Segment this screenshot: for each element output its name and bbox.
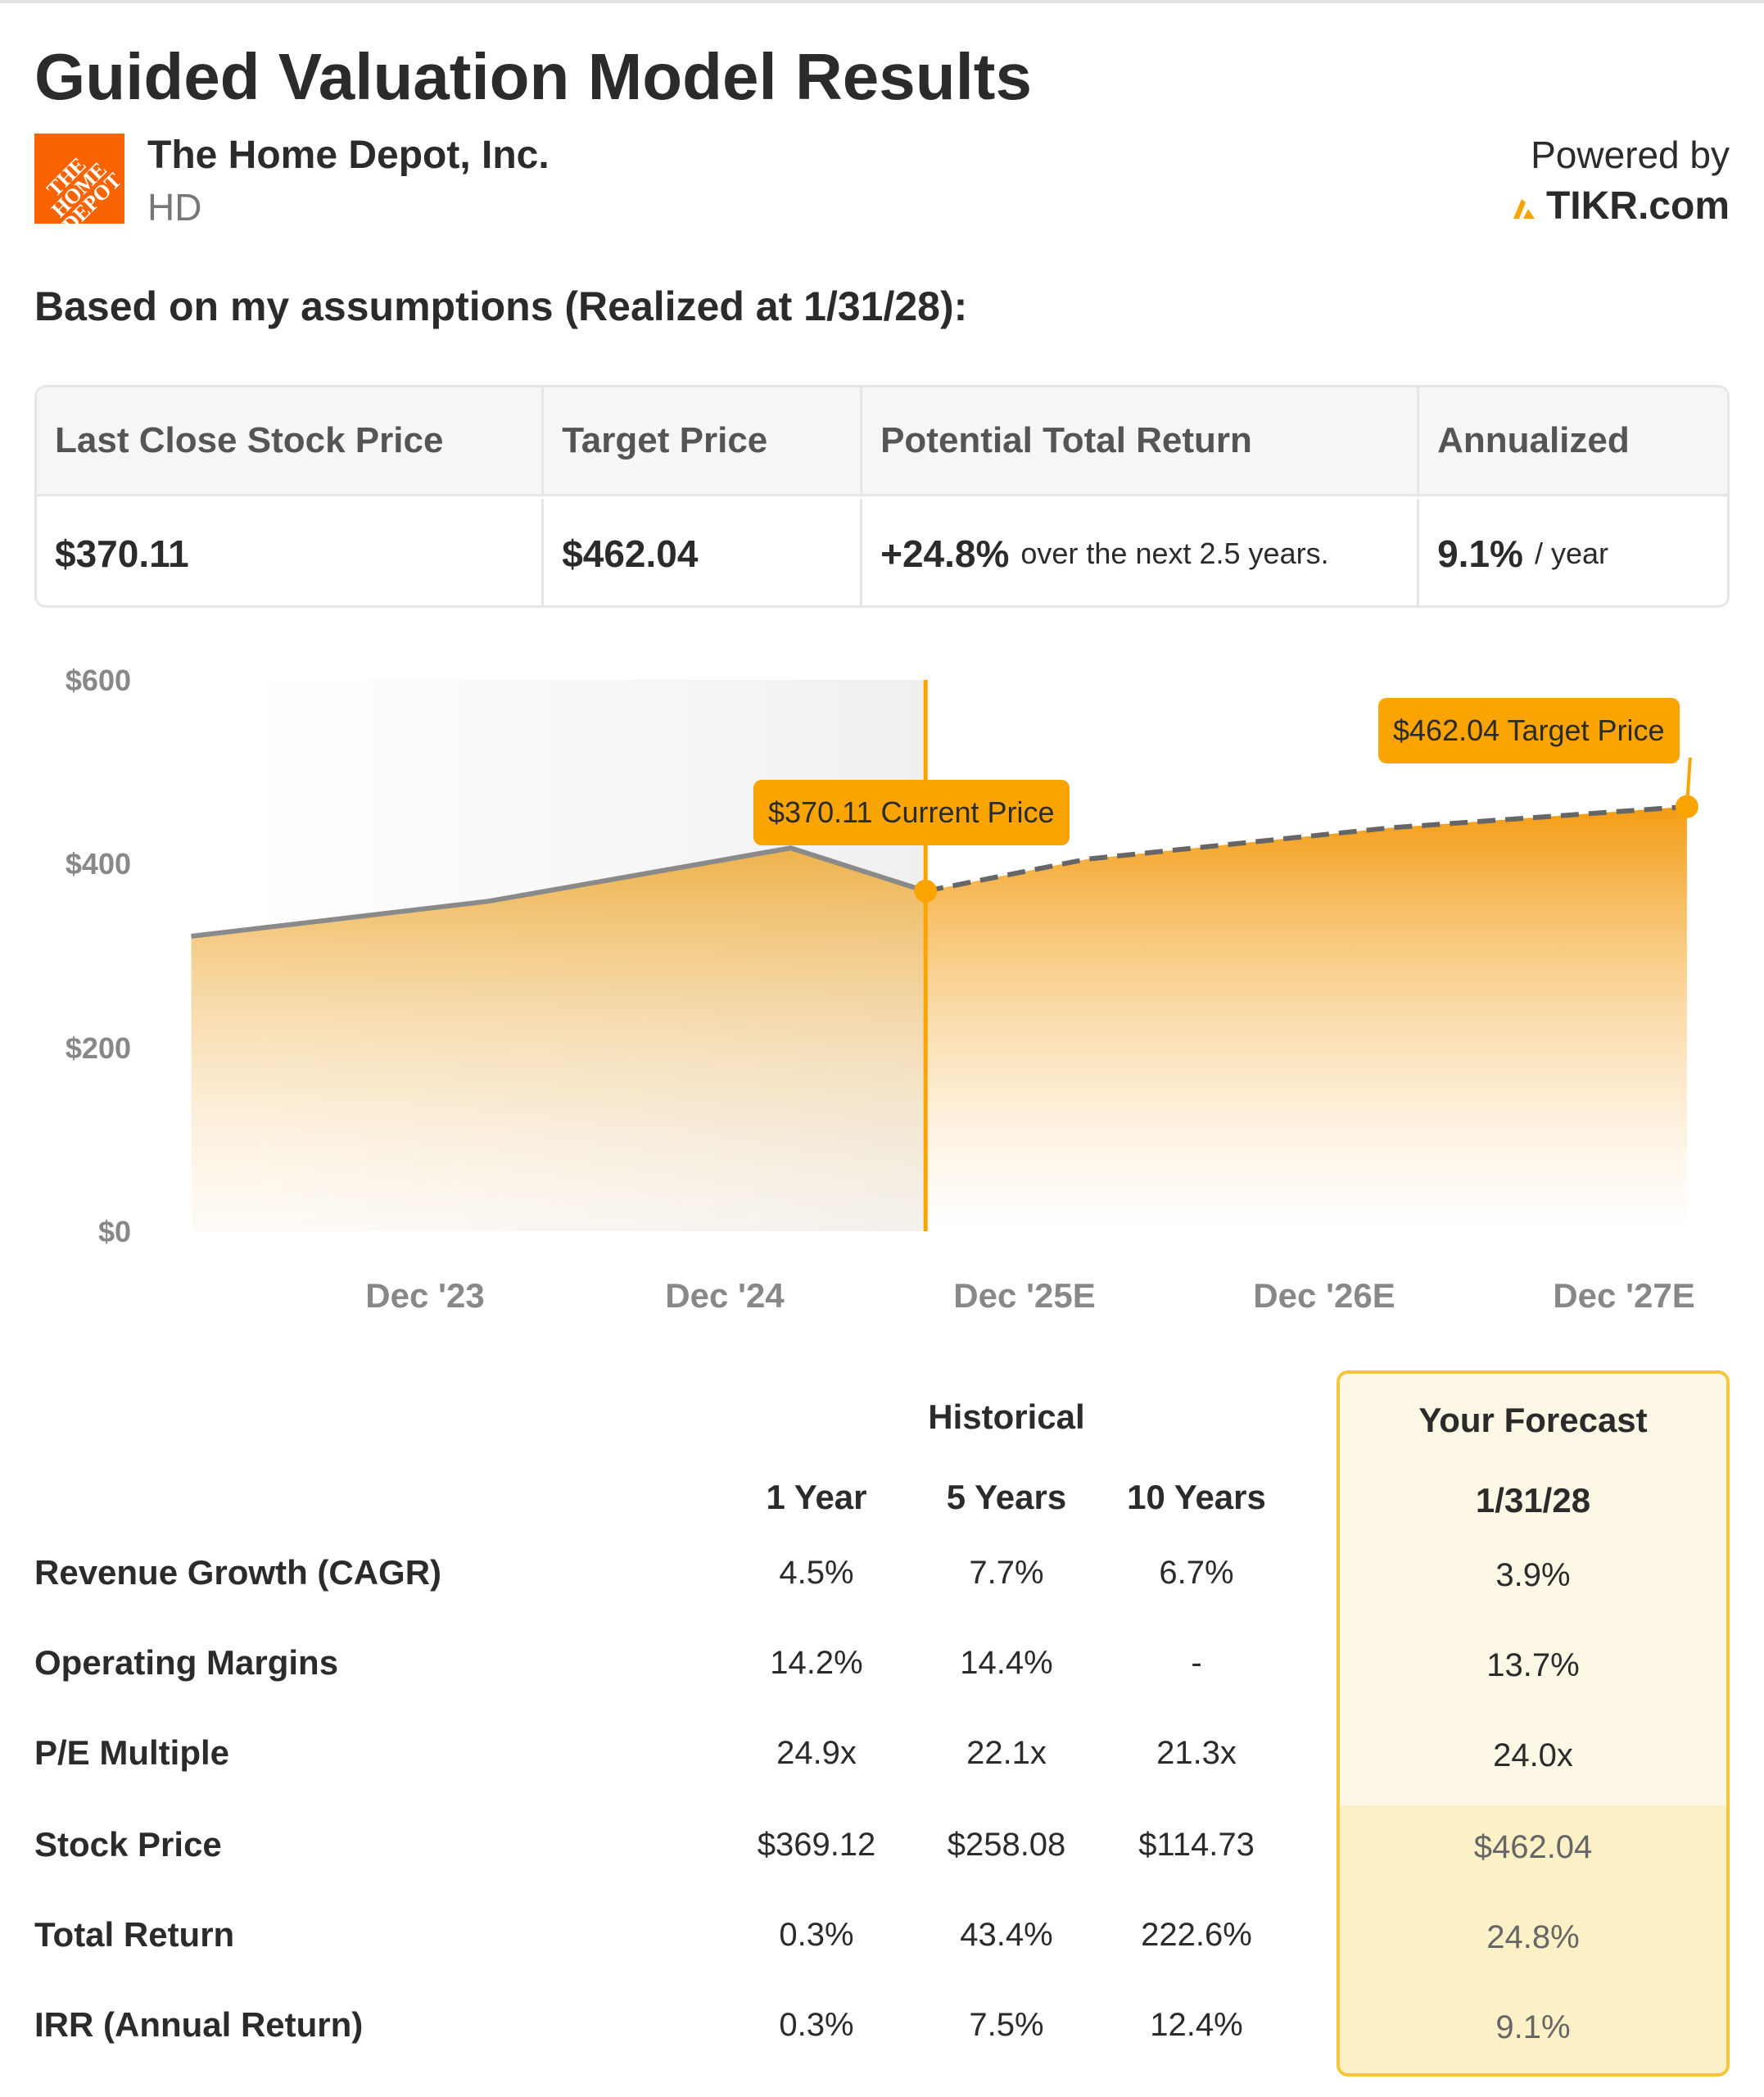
powered-by-label: Powered by (1531, 134, 1730, 176)
historical-line (191, 845, 927, 939)
page-title: Guided Valuation Model Results (34, 40, 1032, 113)
historical-value: 24.9x (776, 1735, 857, 1771)
metric-label: Stock Price (34, 1825, 222, 1864)
company-ticker: HD (147, 186, 202, 229)
historical-value: 21.3x (1156, 1735, 1237, 1771)
historical-value: $258.08 (947, 1827, 1066, 1863)
y-tick-label: $600 (65, 664, 131, 697)
summary-data-row: $370.11 $462.04 +24.8% over the next 2.5 … (37, 499, 1727, 605)
historical-value: 12.4% (1150, 2007, 1243, 2043)
historical-value: 4.5% (779, 1555, 854, 1591)
metric-label: IRR (Annual Return) (34, 2005, 364, 2044)
current-price-tooltip: $370.11 Current Price (753, 780, 1070, 845)
historical-value: 6.7% (1159, 1555, 1234, 1591)
last-close-value: $370.11 (37, 499, 545, 605)
metric-label: Revenue Growth (CAGR) (34, 1553, 442, 1592)
x-tick-label: Dec '27E (1553, 1276, 1695, 1315)
annualized-value: 9.1% (1437, 532, 1523, 575)
metric-label: Total Return (34, 1915, 235, 1954)
tikr-logo-icon (1513, 198, 1535, 219)
historical-area (191, 848, 926, 1231)
historical-value: $369.12 (757, 1827, 876, 1863)
company-name: The Home Depot, Inc. (147, 134, 550, 177)
x-tick-label: Dec '26E (1253, 1276, 1395, 1315)
historical-value: 7.7% (969, 1555, 1044, 1591)
historical-value: 14.4% (960, 1645, 1053, 1681)
target-price-tooltip: $462.04 Target Price (1378, 698, 1680, 763)
annualized-cell: 9.1% / year (1419, 499, 1727, 605)
forecast-area (925, 806, 1687, 1231)
tikr-brand[interactable]: TIKR.com (1510, 183, 1730, 229)
y-tick-label: $400 (65, 847, 131, 881)
historical-value: - (1191, 1645, 1202, 1681)
col-5-years: 5 Years (946, 1478, 1067, 1516)
annualized-note: / year (1534, 536, 1608, 570)
current-price-point[interactable] (914, 879, 938, 903)
header-last-close: Last Close Stock Price (37, 387, 545, 494)
total-return-value: +24.8% (880, 532, 1010, 575)
historical-value: 22.1x (966, 1735, 1047, 1771)
header-total-return: Potential Total Return (862, 387, 1420, 494)
forecast-value: 13.7% (1486, 1647, 1580, 1683)
historical-value: 43.4% (960, 1917, 1053, 1953)
total-return-note: over the next 2.5 years. (1020, 536, 1329, 570)
y-tick-label: $200 (65, 1030, 131, 1065)
col-10-years: 10 Years (1127, 1478, 1266, 1516)
company-logo: THE HOME DEPOT (34, 134, 124, 224)
total-return-cell: +24.8% over the next 2.5 years. (862, 499, 1420, 605)
col-1-year: 1 Year (766, 1478, 867, 1516)
historical-value: 0.3% (779, 1917, 854, 1953)
forecast-value: 24.0x (1493, 1737, 1573, 1773)
forecast-line (925, 804, 1688, 894)
historical-value: 14.2% (770, 1645, 863, 1681)
header-annualized: Annualized (1437, 420, 1630, 460)
x-tick-label: Dec '25E (953, 1276, 1096, 1315)
forecast-panel (1337, 1370, 1730, 2077)
header-target-price: Target Price (544, 387, 863, 494)
x-tick-label: Dec '23 (365, 1276, 485, 1315)
col-forecast-date: 1/31/28 (1475, 1481, 1591, 1520)
price-chart (191, 680, 1698, 1231)
top-divider (0, 0, 1764, 3)
historical-value: 7.5% (969, 2007, 1044, 2043)
forecast-value: 3.9% (1495, 1557, 1571, 1593)
forecast-value: 24.8% (1486, 1919, 1580, 1955)
target-price-value: $462.04 (544, 499, 863, 605)
x-tick-label: Dec '24 (665, 1276, 785, 1315)
historical-value: $114.73 (1138, 1827, 1255, 1863)
target-price-point[interactable] (1675, 795, 1698, 818)
forecast-value: 9.1% (1495, 2009, 1571, 2045)
metric-label: P/E Multiple (34, 1733, 230, 1772)
assumptions-subtitle: Based on my assumptions (Realized at 1/3… (34, 283, 968, 329)
forecast-header: Your Forecast (1418, 1401, 1648, 1439)
summary-table: Last Close Stock Price Target Price Pote… (34, 385, 1730, 608)
historical-header: Historical (928, 1397, 1085, 1436)
summary-header-row: Last Close Stock Price Target Price Pote… (37, 387, 1727, 496)
y-tick-label: $0 (97, 1215, 131, 1248)
forecast-value: $462.04 (1473, 1829, 1593, 1865)
metric-label: Operating Margins (34, 1643, 339, 1682)
historical-value: 0.3% (779, 2007, 854, 2043)
tikr-brand-text: TIKR.com (1545, 184, 1730, 228)
historical-value: 222.6% (1141, 1917, 1252, 1953)
